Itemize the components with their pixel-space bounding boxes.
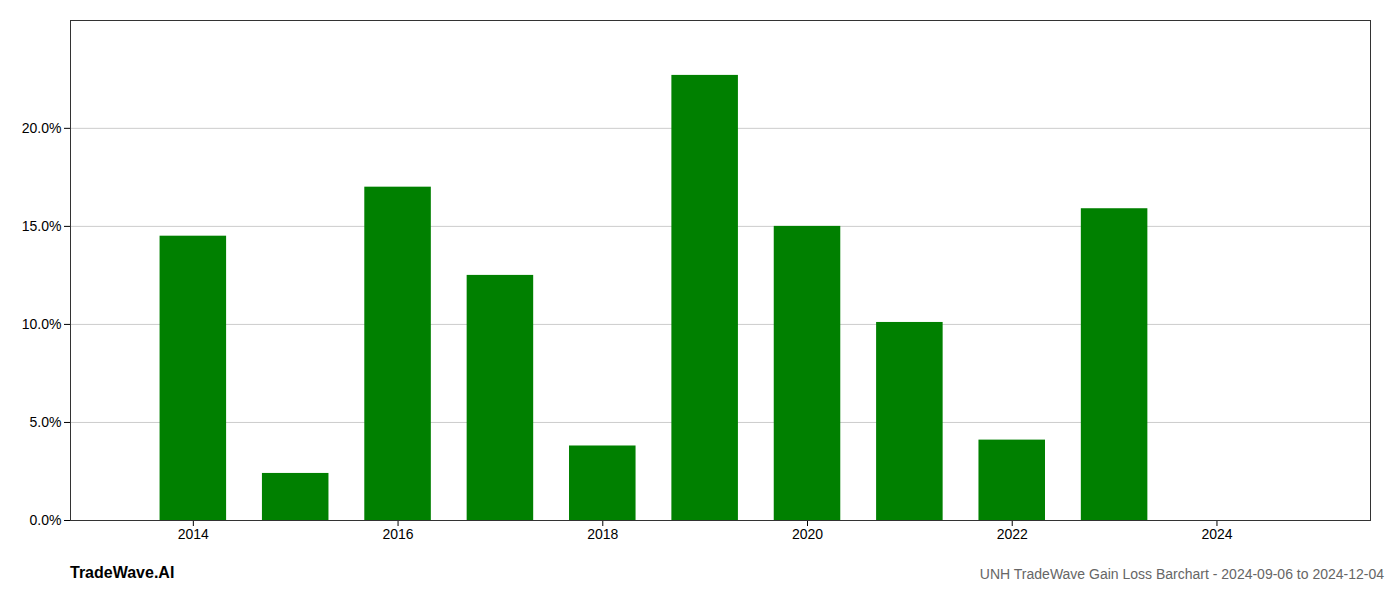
svg-text:2020: 2020 xyxy=(792,526,823,542)
svg-text:0.0%: 0.0% xyxy=(30,512,62,528)
svg-text:10.0%: 10.0% xyxy=(22,316,62,332)
html-text:UNH TradeWave Gain Loss Barcha: UNH TradeWave Gain Loss Barchart - 2024-… xyxy=(979,566,1384,582)
svg-text:2014: 2014 xyxy=(178,526,209,542)
svg-text:2018: 2018 xyxy=(587,526,618,542)
html-text:TradeWave.AI: TradeWave.AI xyxy=(70,564,175,581)
svg-text:15.0%: 15.0% xyxy=(22,218,62,234)
svg-text:2022: 2022 xyxy=(997,526,1028,542)
svg-text:20.0%: 20.0% xyxy=(22,120,62,136)
svg-text:2016: 2016 xyxy=(382,526,413,542)
svg-text:5.0%: 5.0% xyxy=(30,414,62,430)
svg-text:2024: 2024 xyxy=(1201,526,1232,542)
